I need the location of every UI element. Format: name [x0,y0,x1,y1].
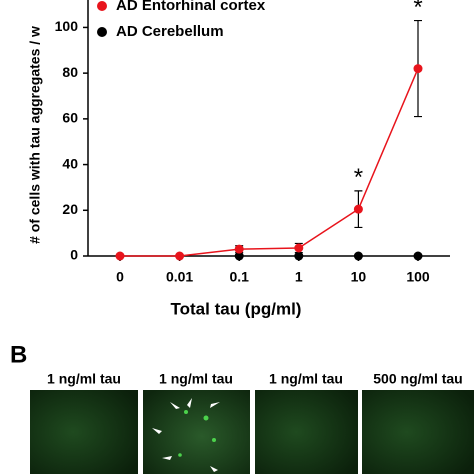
annotation: * [354,164,363,191]
legend-label: AD Entorhinal cortex [116,0,266,14]
data-point [294,251,304,261]
legend-marker [97,1,107,11]
annotation: * [413,0,422,21]
y-tick-label: 100 [55,18,79,34]
data-point [413,251,423,261]
image-label: 500 ng/ml tau [373,371,462,387]
x-tick-label: 0.01 [166,269,193,285]
x-tick-label: 0.1 [229,269,249,285]
data-point [234,244,244,254]
y-tick-label: 0 [70,247,78,263]
y-tick-label: 60 [62,110,78,126]
data-point [115,251,125,261]
x-tick-label: 100 [406,269,430,285]
data-point [175,251,185,261]
x-tick-label: 0 [116,269,124,285]
x-tick-label: 1 [295,269,303,285]
data-point [294,243,304,253]
data-point [353,251,363,261]
image-label: 1 ng/ml tau [269,371,343,387]
panel-label: B [10,341,27,368]
micrograph [30,390,138,474]
data-point [353,204,363,214]
data-point [234,251,244,261]
y-tick-label: 40 [62,155,78,171]
legend-label: AD Cerebellum [116,23,224,40]
arrowheads [152,398,220,472]
image-label: 1 ng/ml tau [159,371,233,387]
y-tick-label: 20 [62,201,78,217]
x-axis-label: Total tau (pg/ml) [171,299,302,318]
legend-marker [97,27,107,37]
y-tick-label: 80 [62,64,78,80]
x-tick-label: 10 [351,269,367,285]
image-label: 1 ng/ml tau [47,371,121,387]
aggregates [178,410,216,457]
y-axis-label: # of cells with tau aggregates / w [27,26,43,244]
series-line [120,68,419,257]
data-point [413,64,423,74]
micrograph [255,390,358,474]
micrograph [362,390,474,474]
